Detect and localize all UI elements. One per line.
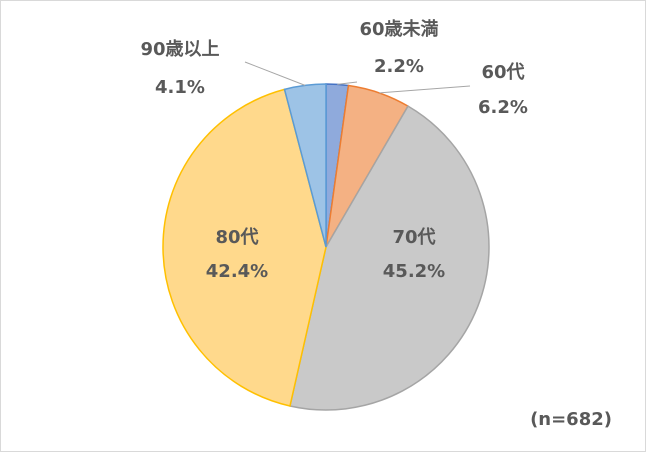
category-label: 60歳未満 bbox=[359, 18, 438, 40]
category-label: 70代 bbox=[392, 227, 435, 248]
value-label: 2.2% bbox=[374, 56, 424, 77]
sample-size-note: (n=682) bbox=[530, 409, 612, 430]
pie-slice bbox=[283, 83, 327, 248]
value-label: 45.2% bbox=[383, 261, 445, 282]
value-label: 6.2% bbox=[478, 97, 528, 118]
leader-line bbox=[379, 85, 471, 94]
category-label: 60代 bbox=[481, 62, 524, 83]
category-label: 90歳以上 bbox=[140, 39, 219, 60]
pie-slice bbox=[289, 105, 490, 411]
category-label: 80代 bbox=[215, 227, 258, 248]
pie-slice bbox=[162, 88, 327, 407]
leader-line bbox=[244, 61, 306, 86]
value-label: 4.1% bbox=[155, 77, 205, 98]
leader-line bbox=[337, 81, 358, 85]
value-label: 42.4% bbox=[206, 261, 268, 282]
